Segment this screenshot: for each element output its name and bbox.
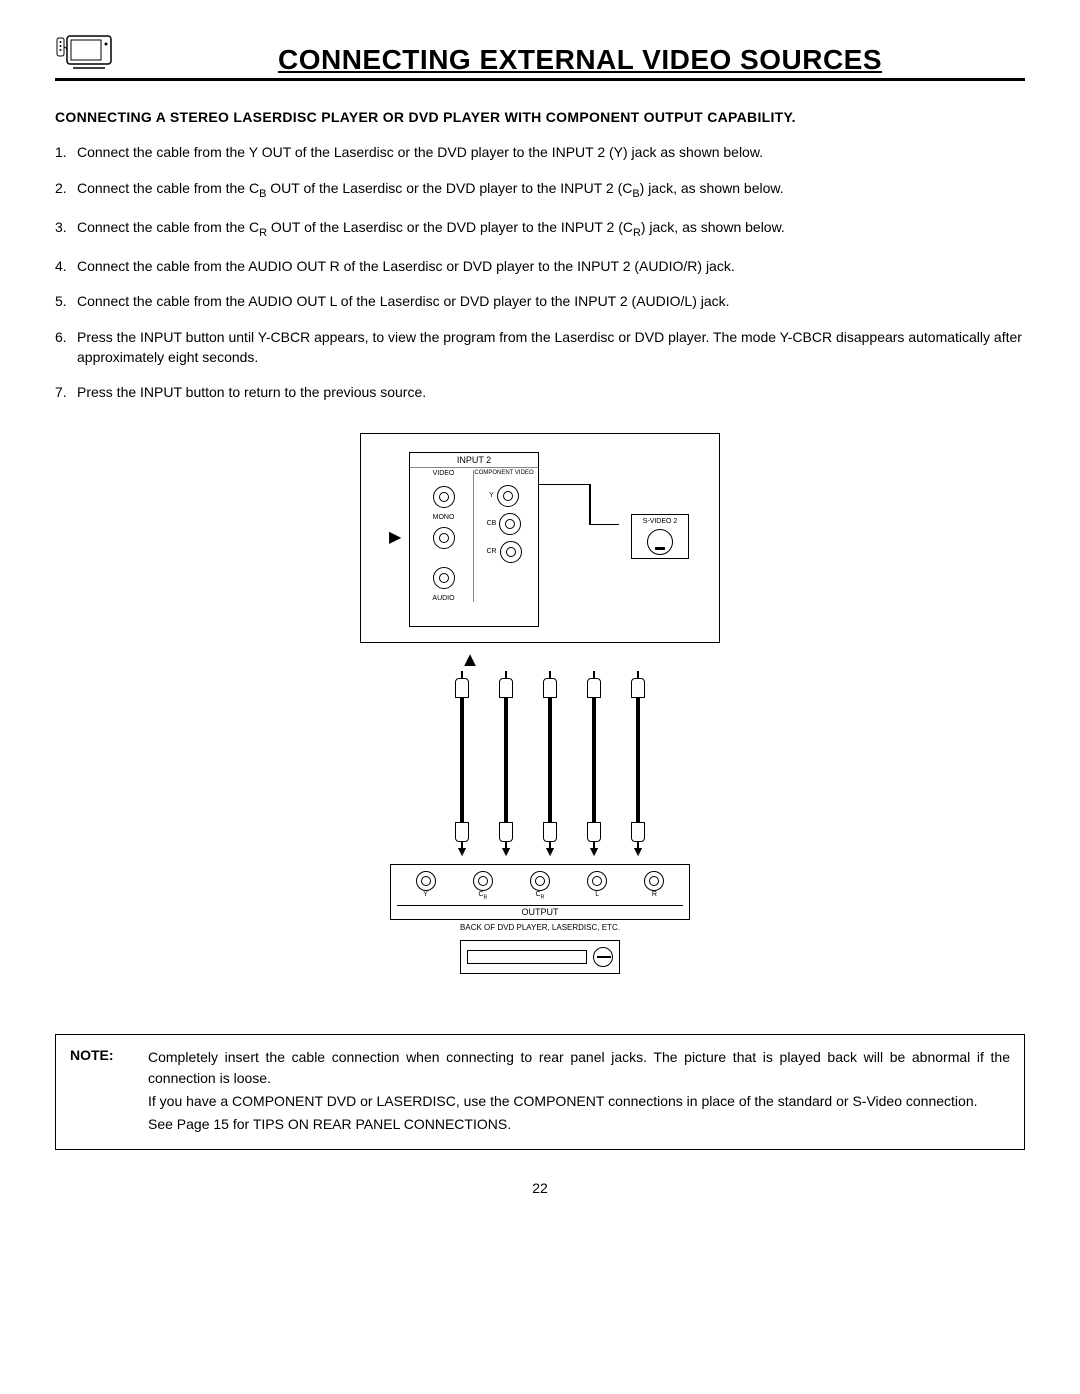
mono-label: MONO [433,514,455,521]
note-label: NOTE: [70,1047,130,1137]
out-cr-label: CR [535,891,544,901]
section-heading: CONNECTING A STEREO LASERDISC PLAYER OR … [55,109,1025,125]
page-title: CONNECTING EXTERNAL VIDEO SOURCES [135,44,1025,76]
tv-icon [55,30,115,72]
step-text: Connect the cable from the Y OUT of the … [77,143,1025,163]
y-jack [497,485,519,507]
out-y-label: Y [423,891,428,898]
cr-jack [500,541,522,563]
out-r-jack [644,871,664,891]
step-6: 6. Press the INPUT button until Y-CBCR a… [55,328,1025,367]
instruction-list: 1. Connect the cable from the Y OUT of t… [55,143,1025,403]
out-cb-label: CB [478,891,487,901]
plug-icon [587,822,601,842]
tv-input-panel: ▶ INPUT 2 VIDEO MONO AUDIO [360,433,720,643]
step-text: Connect the cable from the CR OUT of the… [77,218,1025,241]
plug-icon [631,822,645,842]
plug-icon [543,678,557,698]
step-5: 5. Connect the cable from the AUDIO OUT … [55,292,1025,312]
step-text: Press the INPUT button to return to the … [77,383,1025,403]
note-body: Completely insert the cable connection w… [148,1047,1010,1137]
plug-icon [587,678,601,698]
cr-label: CR [486,548,496,555]
audio-label: AUDIO [432,595,454,602]
out-cb-jack [473,871,493,891]
input2-label: INPUT 2 [410,453,538,468]
out-r-label: R [652,891,657,898]
cb-label: CB [487,520,497,527]
note-line-1: Completely insert the cable connection w… [148,1047,1010,1089]
svideo-jack [647,529,673,555]
step-text: Connect the cable from the CB OUT of the… [77,179,1025,202]
audio-mono-jack [433,527,455,549]
step-text: Connect the cable from the AUDIO OUT R o… [77,257,1025,277]
input2-panel: INPUT 2 VIDEO MONO AUDIO COMPONENT [409,452,539,627]
device-disc-icon [593,947,613,967]
out-y-jack [416,871,436,891]
page-root: CONNECTING EXTERNAL VIDEO SOURCES CONNEC… [0,0,1080,1216]
cable-l: ▼ [580,678,608,858]
step-number: 4. [55,257,77,277]
device-caption: BACK OF DVD PLAYER, LASERDISC, ETC. [390,923,690,932]
up-arrow-icon: ▲ [450,649,490,672]
output-panel: Y CB CR L R OUTPUT [390,864,690,920]
cable-y: ▼ [448,678,476,858]
step-2: 2. Connect the cable from the CB OUT of … [55,179,1025,202]
video-column-label: VIDEO [433,470,455,477]
out-cr-jack [530,871,550,891]
video-jack [433,486,455,508]
plug-icon [631,678,645,698]
step-number: 2. [55,179,77,202]
svideo-panel: S-VIDEO 2 [631,514,689,559]
step-text: Connect the cable from the AUDIO OUT L o… [77,292,1025,312]
output-label: OUTPUT [397,905,683,917]
step-7: 7. Press the INPUT button to return to t… [55,383,1025,403]
device-slot-icon [467,950,587,964]
header: CONNECTING EXTERNAL VIDEO SOURCES [55,30,1025,81]
note-box: NOTE: Completely insert the cable connec… [55,1034,1025,1150]
plug-icon [499,678,513,698]
component-column-label: COMPONENT VIDEO [474,470,533,476]
out-l-label: L [595,891,599,898]
step-text: Press the INPUT button until Y-CBCR appe… [77,328,1025,367]
step-number: 6. [55,328,77,367]
note-line-3: See Page 15 for TIPS ON REAR PANEL CONNE… [148,1114,1010,1135]
cable-cr: ▼ [536,678,564,858]
dvd-player-icon [460,940,620,974]
y-label: Y [489,492,494,499]
step-4: 4. Connect the cable from the AUDIO OUT … [55,257,1025,277]
out-l-jack [587,871,607,891]
svideo-label: S-VIDEO 2 [643,518,678,525]
page-number: 22 [55,1180,1025,1196]
step-1: 1. Connect the cable from the Y OUT of t… [55,143,1025,163]
plug-icon [455,678,469,698]
plug-icon [455,822,469,842]
step-number: 1. [55,143,77,163]
step-3: 3. Connect the cable from the CR OUT of … [55,218,1025,241]
audio-jack [433,567,455,589]
step-number: 7. [55,383,77,403]
input-arrow-icon: ▶ [389,527,401,547]
plug-icon [543,822,557,842]
step-number: 3. [55,218,77,241]
connection-diagram: ▶ INPUT 2 VIDEO MONO AUDIO [55,433,1025,974]
cable-r: ▼ [624,678,652,858]
note-line-2: If you have a COMPONENT DVD or LASERDISC… [148,1091,1010,1112]
cable-cb: ▼ [492,678,520,858]
plug-icon [499,822,513,842]
step-number: 5. [55,292,77,312]
cable-bundle: ▼ ▼ ▼ ▼ ▼ [380,678,720,858]
cb-jack [499,513,521,535]
